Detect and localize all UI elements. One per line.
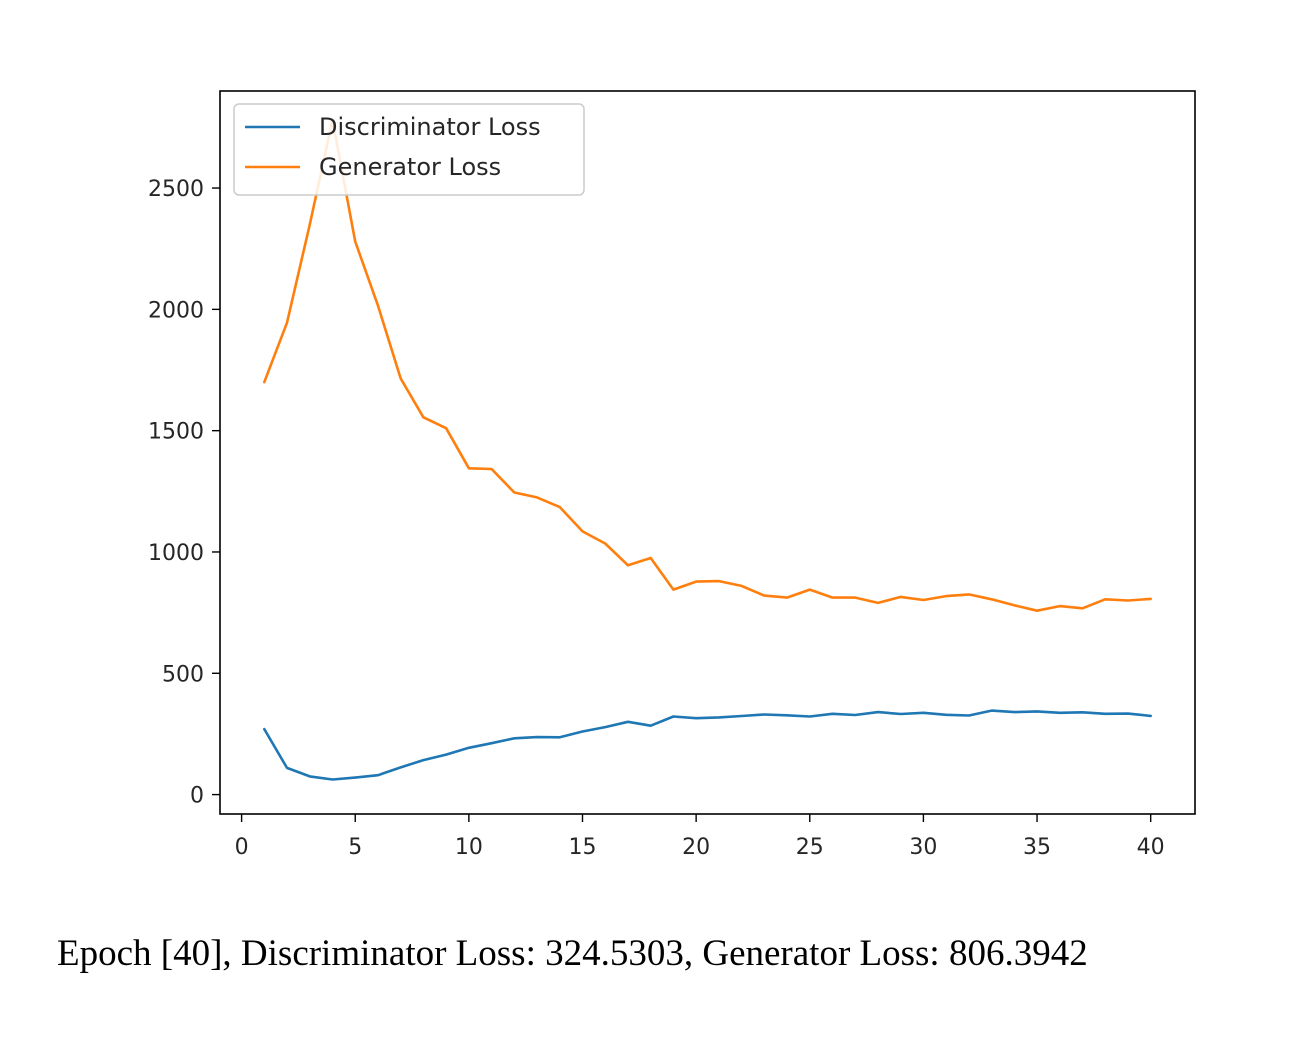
epoch-caption: Epoch [40], Discriminator Loss: 324.5303…	[57, 933, 1088, 974]
y-tick-label: 2500	[148, 177, 204, 202]
series-layer	[262, 118, 1152, 781]
x-tick-label: 20	[682, 835, 710, 860]
y-tick-label: 0	[190, 784, 204, 809]
y-tick-label: 500	[162, 662, 204, 687]
x-tick-label: 30	[909, 835, 937, 860]
x-tick-label: 10	[455, 835, 483, 860]
legend: Discriminator Loss Generator Loss	[233, 103, 585, 196]
loss-chart: 0 5 10 15 20 25 30 35 40 0 500 1000 1500 2000 2500 Di…	[148, 90, 1196, 860]
x-tick-label: 35	[1023, 835, 1051, 860]
series-line-discriminator	[262, 709, 1152, 781]
x-tick-label: 15	[569, 835, 597, 860]
y-tick-label: 2000	[148, 298, 204, 323]
legend-label-generator: Generator Loss	[319, 153, 501, 181]
y-tick-label: 1000	[148, 541, 204, 566]
y-axis-ticks: 0 500 1000 1500 2000 2500	[148, 177, 220, 809]
x-axis-ticks: 0 5 10 15 20 25 30 35 40	[235, 814, 1165, 860]
series-line-generator	[262, 118, 1152, 613]
legend-box	[233, 103, 585, 196]
x-tick-label: 5	[348, 835, 362, 860]
y-tick-label: 1500	[148, 420, 204, 445]
plot-frame	[219, 90, 1196, 815]
x-tick-label: 0	[235, 835, 249, 860]
x-tick-label: 40	[1137, 835, 1165, 860]
legend-label-discriminator: Discriminator Loss	[319, 113, 541, 141]
x-tick-label: 25	[796, 835, 824, 860]
